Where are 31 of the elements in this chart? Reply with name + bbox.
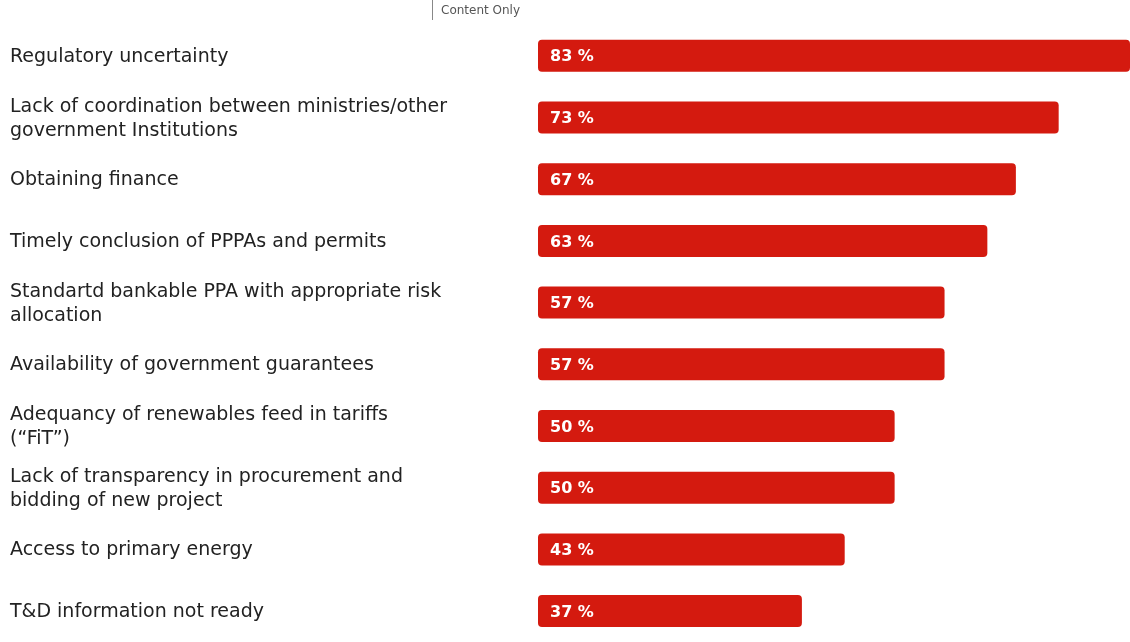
bar — [538, 224, 988, 257]
data-label: 37 % — [550, 601, 594, 621]
y-tick-label: T&D information not ready — [9, 599, 264, 622]
bar — [538, 533, 845, 566]
y-tick-label: Adequancy of renewables feed in tariffs (“FiT”) — [10, 402, 388, 449]
data-label: 50 % — [550, 478, 594, 498]
y-tick-label: Access to primary energy — [10, 537, 253, 560]
y-tick-label: Lack of coordination between ministries/other government Institutions — [10, 93, 448, 140]
data-label: 57 % — [550, 354, 594, 374]
y-tick-label: Regulatory uncertainty — [10, 43, 229, 66]
data-label: 50 % — [550, 416, 594, 436]
y-tick-label: Standartd bankable PPA with appropriate risk allocation — [10, 278, 442, 325]
data-label: 83 % — [550, 46, 594, 66]
y-tick-label: Lack of transparency in procurement and bidding of new project — [10, 463, 403, 510]
data-label: 63 % — [550, 231, 594, 251]
bar — [538, 348, 945, 381]
bar — [538, 471, 895, 504]
data-label: 57 % — [550, 293, 594, 313]
bar — [538, 39, 1130, 72]
y-tick-label: Timely conclusion of PPPAs and permits — [9, 228, 387, 251]
y-tick-label: Obtaining finance — [10, 167, 179, 190]
bar — [538, 410, 895, 443]
text: Content Only — [432, 0, 521, 20]
bar — [538, 595, 802, 628]
bar — [538, 286, 945, 319]
y-tick-label: Availability of government guarantees — [10, 352, 374, 375]
bar — [538, 101, 1059, 134]
data-label: 67 % — [550, 169, 594, 189]
data-label: 43 % — [550, 540, 594, 560]
bar — [538, 163, 1016, 196]
data-label: 73 % — [550, 108, 594, 128]
